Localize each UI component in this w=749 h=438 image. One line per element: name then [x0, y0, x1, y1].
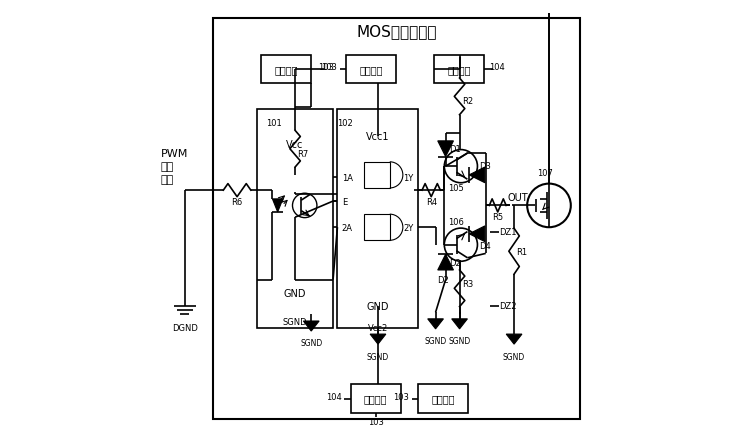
Text: Vcc: Vcc — [286, 140, 304, 150]
Polygon shape — [428, 319, 443, 329]
Text: 第一电源: 第一电源 — [274, 65, 298, 75]
Text: SGND: SGND — [503, 352, 525, 361]
Text: DZ1: DZ1 — [499, 228, 516, 237]
Text: 103: 103 — [393, 392, 410, 401]
Text: D4: D4 — [479, 242, 491, 251]
Text: 第二电源: 第二电源 — [364, 394, 387, 404]
Text: R1: R1 — [516, 247, 527, 256]
Polygon shape — [469, 168, 485, 184]
Bar — [213, 19, 580, 419]
Text: 102: 102 — [337, 119, 354, 128]
Polygon shape — [370, 334, 386, 344]
Text: R2: R2 — [462, 97, 473, 106]
Polygon shape — [469, 226, 485, 242]
Polygon shape — [437, 254, 453, 270]
Text: SGND: SGND — [367, 352, 389, 361]
Text: DZ2: DZ2 — [499, 301, 516, 311]
Text: R4: R4 — [425, 197, 437, 206]
Text: GND: GND — [367, 301, 389, 311]
Text: R3: R3 — [462, 280, 473, 289]
Polygon shape — [452, 319, 467, 329]
Bar — [363, 215, 389, 241]
Text: R7: R7 — [297, 149, 309, 158]
Text: Vcc1: Vcc1 — [366, 131, 389, 141]
Text: 103: 103 — [321, 63, 336, 71]
Bar — [351, 385, 401, 413]
Bar — [434, 56, 485, 84]
Text: 103: 103 — [318, 63, 334, 71]
Text: 104: 104 — [326, 392, 342, 401]
Text: D3: D3 — [479, 162, 491, 170]
Text: SGND: SGND — [283, 317, 307, 326]
Polygon shape — [303, 321, 319, 331]
Polygon shape — [273, 199, 283, 212]
Text: D1: D1 — [449, 145, 461, 154]
Bar — [261, 56, 312, 84]
Text: SGND: SGND — [300, 339, 322, 348]
Text: 第一电源: 第一电源 — [360, 65, 383, 75]
Polygon shape — [506, 334, 522, 344]
Bar — [337, 110, 418, 328]
Bar — [346, 56, 396, 84]
Text: SGND: SGND — [449, 336, 470, 346]
Text: 2A: 2A — [342, 223, 353, 232]
Text: 104: 104 — [489, 63, 505, 71]
Text: 第一电源: 第一电源 — [431, 394, 455, 404]
Text: R6: R6 — [231, 197, 243, 206]
Text: OUT: OUT — [507, 192, 528, 202]
Polygon shape — [437, 141, 453, 157]
Bar — [257, 110, 333, 328]
Text: DGND: DGND — [172, 323, 198, 332]
Text: Vcc2: Vcc2 — [368, 323, 388, 332]
Text: 第二电源: 第二电源 — [448, 65, 471, 75]
Text: 107: 107 — [537, 169, 553, 178]
Text: PWM
控制
信号: PWM 控制 信号 — [161, 148, 188, 185]
Text: SGND: SGND — [425, 336, 446, 346]
Text: 1A: 1A — [342, 173, 353, 182]
Text: MOS管驱动电路: MOS管驱动电路 — [356, 25, 437, 39]
Text: GND: GND — [284, 288, 306, 298]
Bar — [363, 162, 389, 188]
Text: 101: 101 — [267, 119, 282, 128]
Text: 1Y: 1Y — [404, 173, 413, 182]
Text: D2: D2 — [437, 276, 449, 284]
Text: 106: 106 — [448, 218, 464, 227]
Text: 2Y: 2Y — [404, 223, 413, 232]
Text: 105: 105 — [448, 184, 464, 193]
Text: E: E — [342, 197, 347, 206]
Bar — [418, 385, 468, 413]
Text: 103: 103 — [368, 417, 383, 426]
Text: D2: D2 — [449, 258, 461, 267]
Text: R5: R5 — [492, 212, 503, 221]
